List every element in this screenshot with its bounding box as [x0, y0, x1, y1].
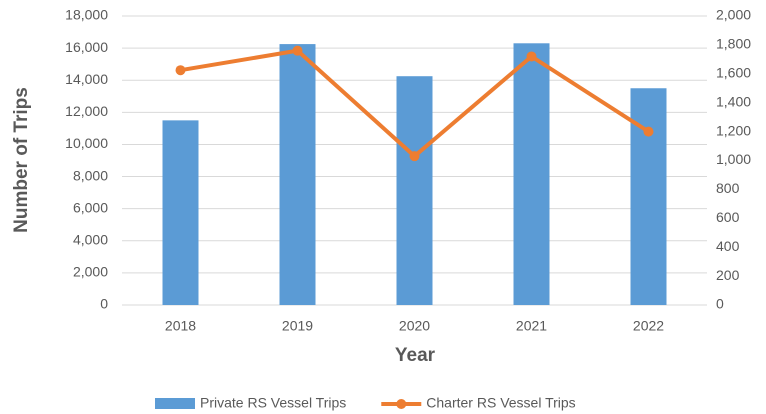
legend-swatch [396, 399, 407, 409]
legend-swatch [155, 398, 195, 409]
line-point [292, 45, 303, 56]
y2-tick-label: 800 [716, 180, 740, 196]
y2-tick-label: 600 [716, 209, 740, 225]
x-tick-label: 2019 [282, 318, 313, 334]
line-point [526, 51, 537, 62]
bar [396, 76, 433, 305]
y2-tick-label: 1,400 [716, 93, 751, 109]
y-tick-label: 0 [100, 296, 108, 312]
legend-label: Private RS Vessel Trips [200, 395, 346, 411]
x-tick-label: 2018 [165, 318, 196, 334]
y2-tick-label: 1,000 [716, 151, 751, 167]
bar [162, 120, 199, 305]
bar [630, 88, 667, 305]
x-tick-label: 2022 [633, 318, 664, 334]
y2-tick-label: 1,600 [716, 65, 751, 81]
y-tick-label: 2,000 [73, 264, 108, 280]
line-point [643, 126, 654, 137]
y2-tick-label: 2,000 [716, 7, 751, 23]
y2-tick-label: 0 [716, 296, 724, 312]
x-tick-label: 2020 [399, 318, 430, 334]
bar [279, 44, 316, 305]
y-tick-label: 14,000 [65, 71, 108, 87]
y-tick-label: 4,000 [73, 231, 108, 247]
y2-tick-label: 1,200 [716, 122, 751, 138]
line-point [175, 65, 186, 76]
line-point [409, 151, 420, 162]
y-tick-label: 16,000 [65, 39, 108, 55]
x-axis-title: Year [395, 345, 436, 366]
x-tick-label: 2021 [516, 318, 547, 334]
y-tick-label: 12,000 [65, 103, 108, 119]
y-axis-title: Number of Trips [11, 87, 32, 233]
legend-label: Charter RS Vessel Trips [426, 395, 575, 411]
y2-tick-label: 400 [716, 238, 740, 254]
y-tick-label: 10,000 [65, 135, 108, 151]
y2-tick-label: 1,800 [716, 36, 751, 52]
bar [513, 43, 550, 306]
y-tick-label: 18,000 [65, 7, 108, 23]
y-tick-label: 6,000 [73, 199, 108, 215]
y-tick-label: 8,000 [73, 167, 108, 183]
y2-tick-label: 200 [716, 267, 740, 283]
